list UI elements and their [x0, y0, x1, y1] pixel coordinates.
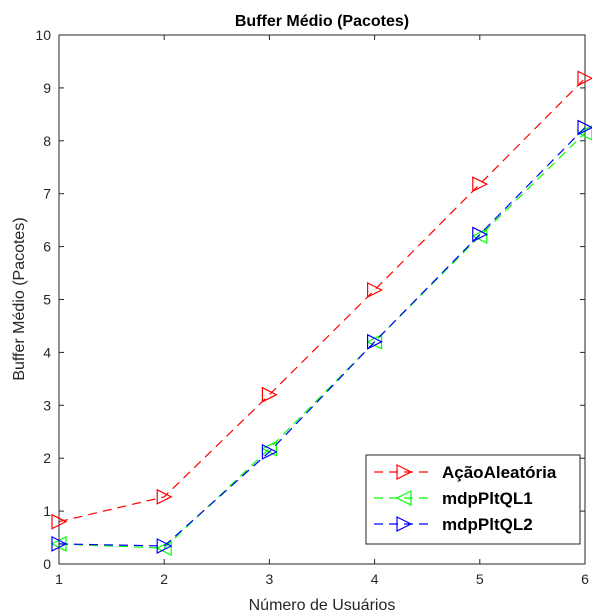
data-point	[155, 540, 172, 557]
y-tick-label: 5	[43, 292, 51, 308]
data-point	[51, 513, 68, 530]
x-tick-label: 5	[476, 571, 484, 587]
y-tick-label: 10	[35, 27, 51, 43]
legend: AçãoAleatória mdpPltQL1 mdpPltQL2	[365, 454, 581, 545]
legend-items: AçãoAleatória mdpPltQL1 mdpPltQL2	[374, 463, 557, 534]
legend-marker	[396, 464, 413, 480]
legend-marker	[396, 516, 413, 532]
data-point	[577, 70, 592, 87]
data-point	[367, 282, 383, 298]
x-tick-label: 4	[371, 571, 379, 587]
y-tick-label: 7	[43, 186, 51, 202]
series-layer	[50, 70, 592, 557]
data-point	[472, 226, 489, 243]
legend-item: mdpPltQL2	[374, 515, 533, 534]
y-axis-title: Buffer Médio (Pacotes)	[11, 217, 28, 380]
y-tick-label: 8	[43, 133, 51, 149]
data-point	[156, 488, 173, 505]
data-point	[576, 125, 592, 141]
series-line	[58, 132, 586, 549]
series-0	[51, 70, 592, 530]
y-tick-label: 0	[43, 556, 51, 572]
data-point	[471, 228, 488, 244]
data-point	[261, 443, 278, 460]
x-axis-title: Número de Usuários	[249, 597, 396, 614]
legend-label: AçãoAleatória	[442, 463, 557, 482]
series-line	[58, 127, 586, 547]
x-tick-label: 3	[266, 571, 274, 587]
legend-label: mdpPltQL2	[442, 515, 533, 534]
data-point	[577, 119, 592, 136]
y-tick-label: 3	[43, 397, 51, 413]
data-point	[367, 333, 383, 350]
series-line	[58, 77, 586, 523]
y-tick-label: 6	[43, 239, 51, 255]
data-point	[261, 386, 278, 403]
legend-item: mdpPltQL1	[374, 489, 533, 508]
y-tick-label: 2	[43, 450, 51, 466]
chart-title: Buffer Médio (Pacotes)	[235, 13, 409, 30]
y-tick-label: 1	[43, 503, 51, 519]
series-2	[51, 119, 592, 554]
legend-marker	[395, 490, 412, 506]
x-tick-label: 2	[160, 571, 168, 587]
legend-label: mdpPltQL1	[442, 489, 533, 508]
legend-item: AçãoAleatória	[374, 463, 557, 482]
data-point	[51, 535, 68, 552]
data-point	[472, 176, 489, 193]
data-point	[156, 538, 173, 554]
x-tick-label: 1	[55, 571, 63, 587]
y-tick-label: 9	[43, 80, 51, 96]
x-tick-label: 6	[581, 571, 589, 587]
y-tick-label: 4	[43, 344, 51, 360]
